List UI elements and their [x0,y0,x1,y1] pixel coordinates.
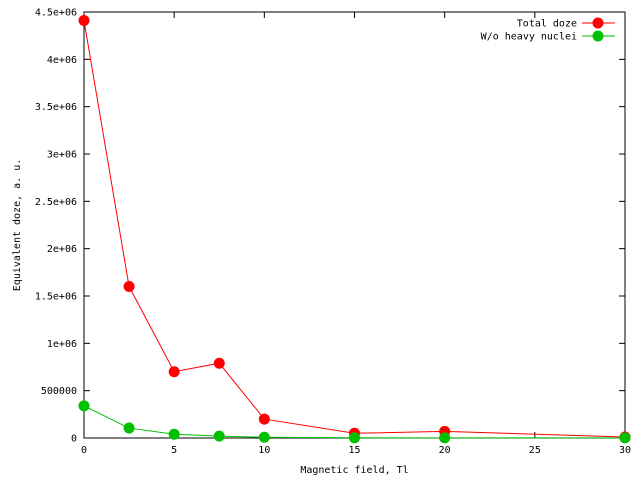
y-tick-label: 2e+06 [47,244,77,255]
data-point [349,432,360,444]
legend: Total doze W/o heavy nuclei [481,17,615,43]
series-1 [78,400,631,444]
data-point [168,366,180,378]
y-tick-label: 3.5e+06 [35,102,77,113]
legend-label: Total doze [517,19,577,30]
series-line [83,405,626,439]
data-point [619,432,631,444]
data-point [258,413,270,425]
x-axis-label: Magnetic field, Tl [300,465,408,476]
legend-entry-1: W/o heavy nuclei [481,30,615,43]
y-tick-label: 500000 [41,386,77,397]
legend-marker [592,30,604,42]
y-tick-label: 0 [71,434,77,445]
data-point [213,430,225,442]
y-tick-label: 4.5e+06 [35,8,77,19]
y-tick-label: 2.5e+06 [35,197,77,208]
data-point [78,15,90,27]
x-tick-label: 25 [529,445,541,456]
plot-frame [83,11,626,439]
axes: 0 5 10 15 20 25 30 0 500000 1e+06 1.5e+06 2e+06 2.5e… [35,8,631,457]
data-point [168,428,180,440]
x-tick-label: 5 [171,445,177,456]
legend-entry-0: Total doze [517,17,615,30]
legend-marker [592,17,604,29]
x-tick-label: 15 [348,445,360,456]
series-line [83,20,626,438]
y-tick-label: 3e+06 [47,150,77,161]
data-point [213,357,225,369]
series-layer [78,15,631,444]
legend-label: W/o heavy nuclei [481,32,577,43]
y-tick-label: 1.5e+06 [35,292,77,303]
x-tick-label: 20 [439,445,451,456]
data-point [258,431,270,443]
data-point [78,400,90,412]
x-tick-label: 30 [619,445,631,456]
y-axis-label: Equivalent doze, a. u. [12,159,23,291]
x-tick-label: 10 [258,445,270,456]
data-point [439,432,451,444]
y-tick-label: 1e+06 [47,339,77,350]
x-tick-label: 0 [81,445,87,456]
series-0 [78,15,631,443]
data-point [123,422,135,434]
y-tick-label: 4e+06 [47,55,77,66]
data-point [123,281,135,293]
